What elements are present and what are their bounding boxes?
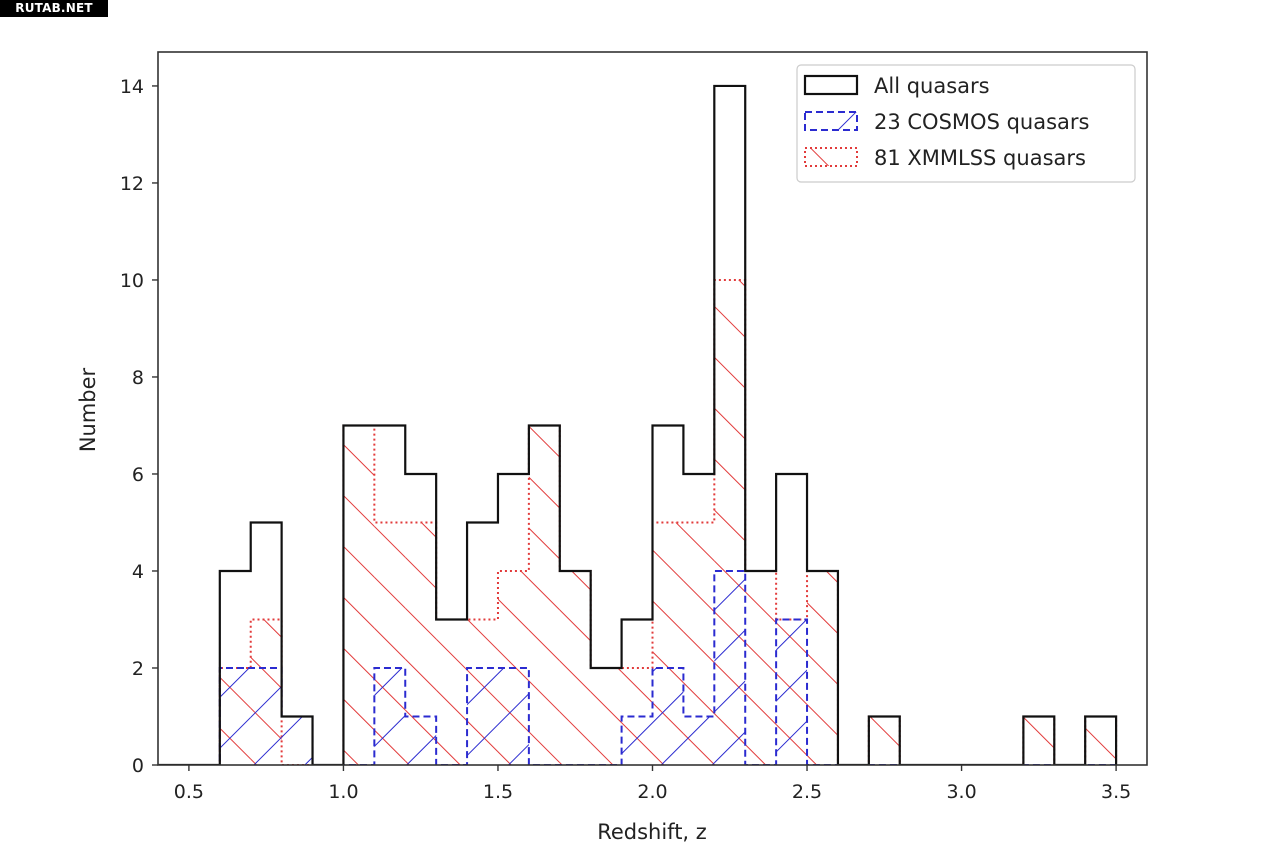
bar (868, 716, 900, 765)
legend-label: 81 XMMLSS quasars (874, 146, 1086, 170)
x-tick-label: 2.0 (637, 781, 667, 803)
y-tick-label: 4 (132, 561, 144, 583)
y-tick-label: 6 (132, 464, 144, 486)
bar (467, 667, 498, 765)
legend-swatch (804, 111, 858, 131)
bar (683, 716, 715, 765)
bar (807, 570, 838, 765)
y-tick-label: 12 (120, 173, 144, 195)
bar (405, 716, 437, 765)
bar (590, 667, 622, 765)
y-axis-label: Number (76, 367, 100, 452)
bar (652, 667, 684, 765)
y-tick-label: 0 (132, 755, 144, 777)
bar (374, 667, 406, 765)
bar (436, 619, 468, 765)
x-axis: 0.5 1.0 1.5 2.0 2.5 3.0 3.5 (174, 765, 1131, 803)
y-axis: 0 2 4 6 8 10 12 14 (120, 76, 158, 777)
bar (745, 570, 777, 765)
x-tick-label: 1.5 (483, 781, 513, 803)
bar (528, 425, 560, 765)
bar (621, 716, 653, 765)
bar (714, 570, 746, 765)
bar (219, 667, 251, 765)
watermark-label: RUTAB.NET (0, 0, 108, 17)
y-tick-label: 8 (132, 367, 144, 389)
x-tick-label: 0.5 (174, 781, 204, 803)
legend-swatch (804, 147, 858, 167)
bar (776, 619, 808, 765)
series-xmmlss-quasars (158, 278, 1118, 765)
series-all-quasars (158, 84, 1118, 765)
bar (497, 667, 529, 765)
x-tick-label: 3.5 (1101, 781, 1131, 803)
legend-frame (796, 64, 1136, 183)
bar (559, 570, 591, 765)
x-tick-label: 1.0 (328, 781, 358, 803)
legend-swatch (803, 74, 859, 96)
bar (343, 425, 375, 765)
bar (1023, 716, 1055, 765)
bar (1085, 716, 1117, 765)
legend: All quasars 23 COSMOS quasars 81 XMMLSS qu… (796, 64, 1136, 183)
legend-label: 23 COSMOS quasars (874, 110, 1089, 134)
y-tick-label: 2 (132, 658, 144, 680)
y-tick-label: 10 (120, 270, 144, 292)
x-tick-label: 3.0 (946, 781, 976, 803)
step-outline (158, 84, 1118, 765)
bar (281, 716, 313, 765)
series-layer (158, 84, 1118, 765)
bar (250, 667, 282, 765)
legend-label: All quasars (874, 74, 990, 98)
x-tick-label: 2.5 (792, 781, 822, 803)
x-axis-label: Redshift, z (597, 820, 707, 844)
y-tick-label: 14 (120, 76, 144, 98)
